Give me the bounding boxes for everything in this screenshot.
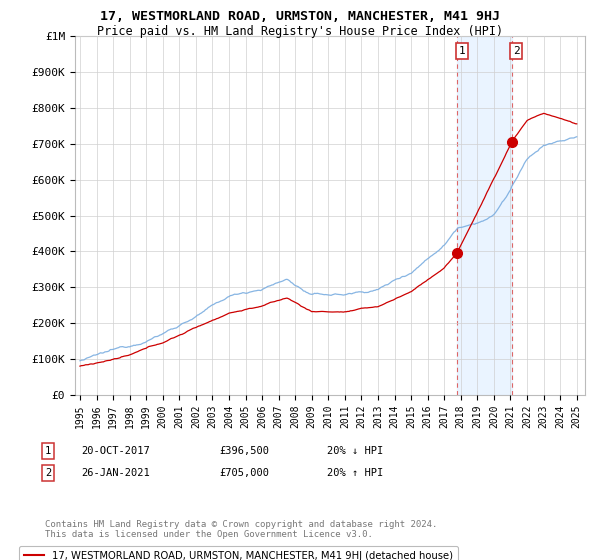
Bar — [457, 36, 512, 395]
Text: 20% ↓ HPI: 20% ↓ HPI — [327, 446, 383, 456]
Text: 17, WESTMORLAND ROAD, URMSTON, MANCHESTER, M41 9HJ: 17, WESTMORLAND ROAD, URMSTON, MANCHESTE… — [100, 10, 500, 23]
Text: Price paid vs. HM Land Registry's House Price Index (HPI): Price paid vs. HM Land Registry's House … — [97, 25, 503, 38]
Text: 1: 1 — [458, 46, 465, 56]
Text: £705,000: £705,000 — [219, 468, 269, 478]
Text: 2: 2 — [45, 468, 51, 478]
Text: £396,500: £396,500 — [219, 446, 269, 456]
Text: 1: 1 — [45, 446, 51, 456]
Legend: 17, WESTMORLAND ROAD, URMSTON, MANCHESTER, M41 9HJ (detached house), HPI: Averag: 17, WESTMORLAND ROAD, URMSTON, MANCHESTE… — [19, 546, 458, 560]
Text: Contains HM Land Registry data © Crown copyright and database right 2024.
This d: Contains HM Land Registry data © Crown c… — [45, 520, 437, 539]
Text: 26-JAN-2021: 26-JAN-2021 — [81, 468, 150, 478]
Text: 20% ↑ HPI: 20% ↑ HPI — [327, 468, 383, 478]
Text: 2: 2 — [512, 46, 520, 56]
Text: 20-OCT-2017: 20-OCT-2017 — [81, 446, 150, 456]
